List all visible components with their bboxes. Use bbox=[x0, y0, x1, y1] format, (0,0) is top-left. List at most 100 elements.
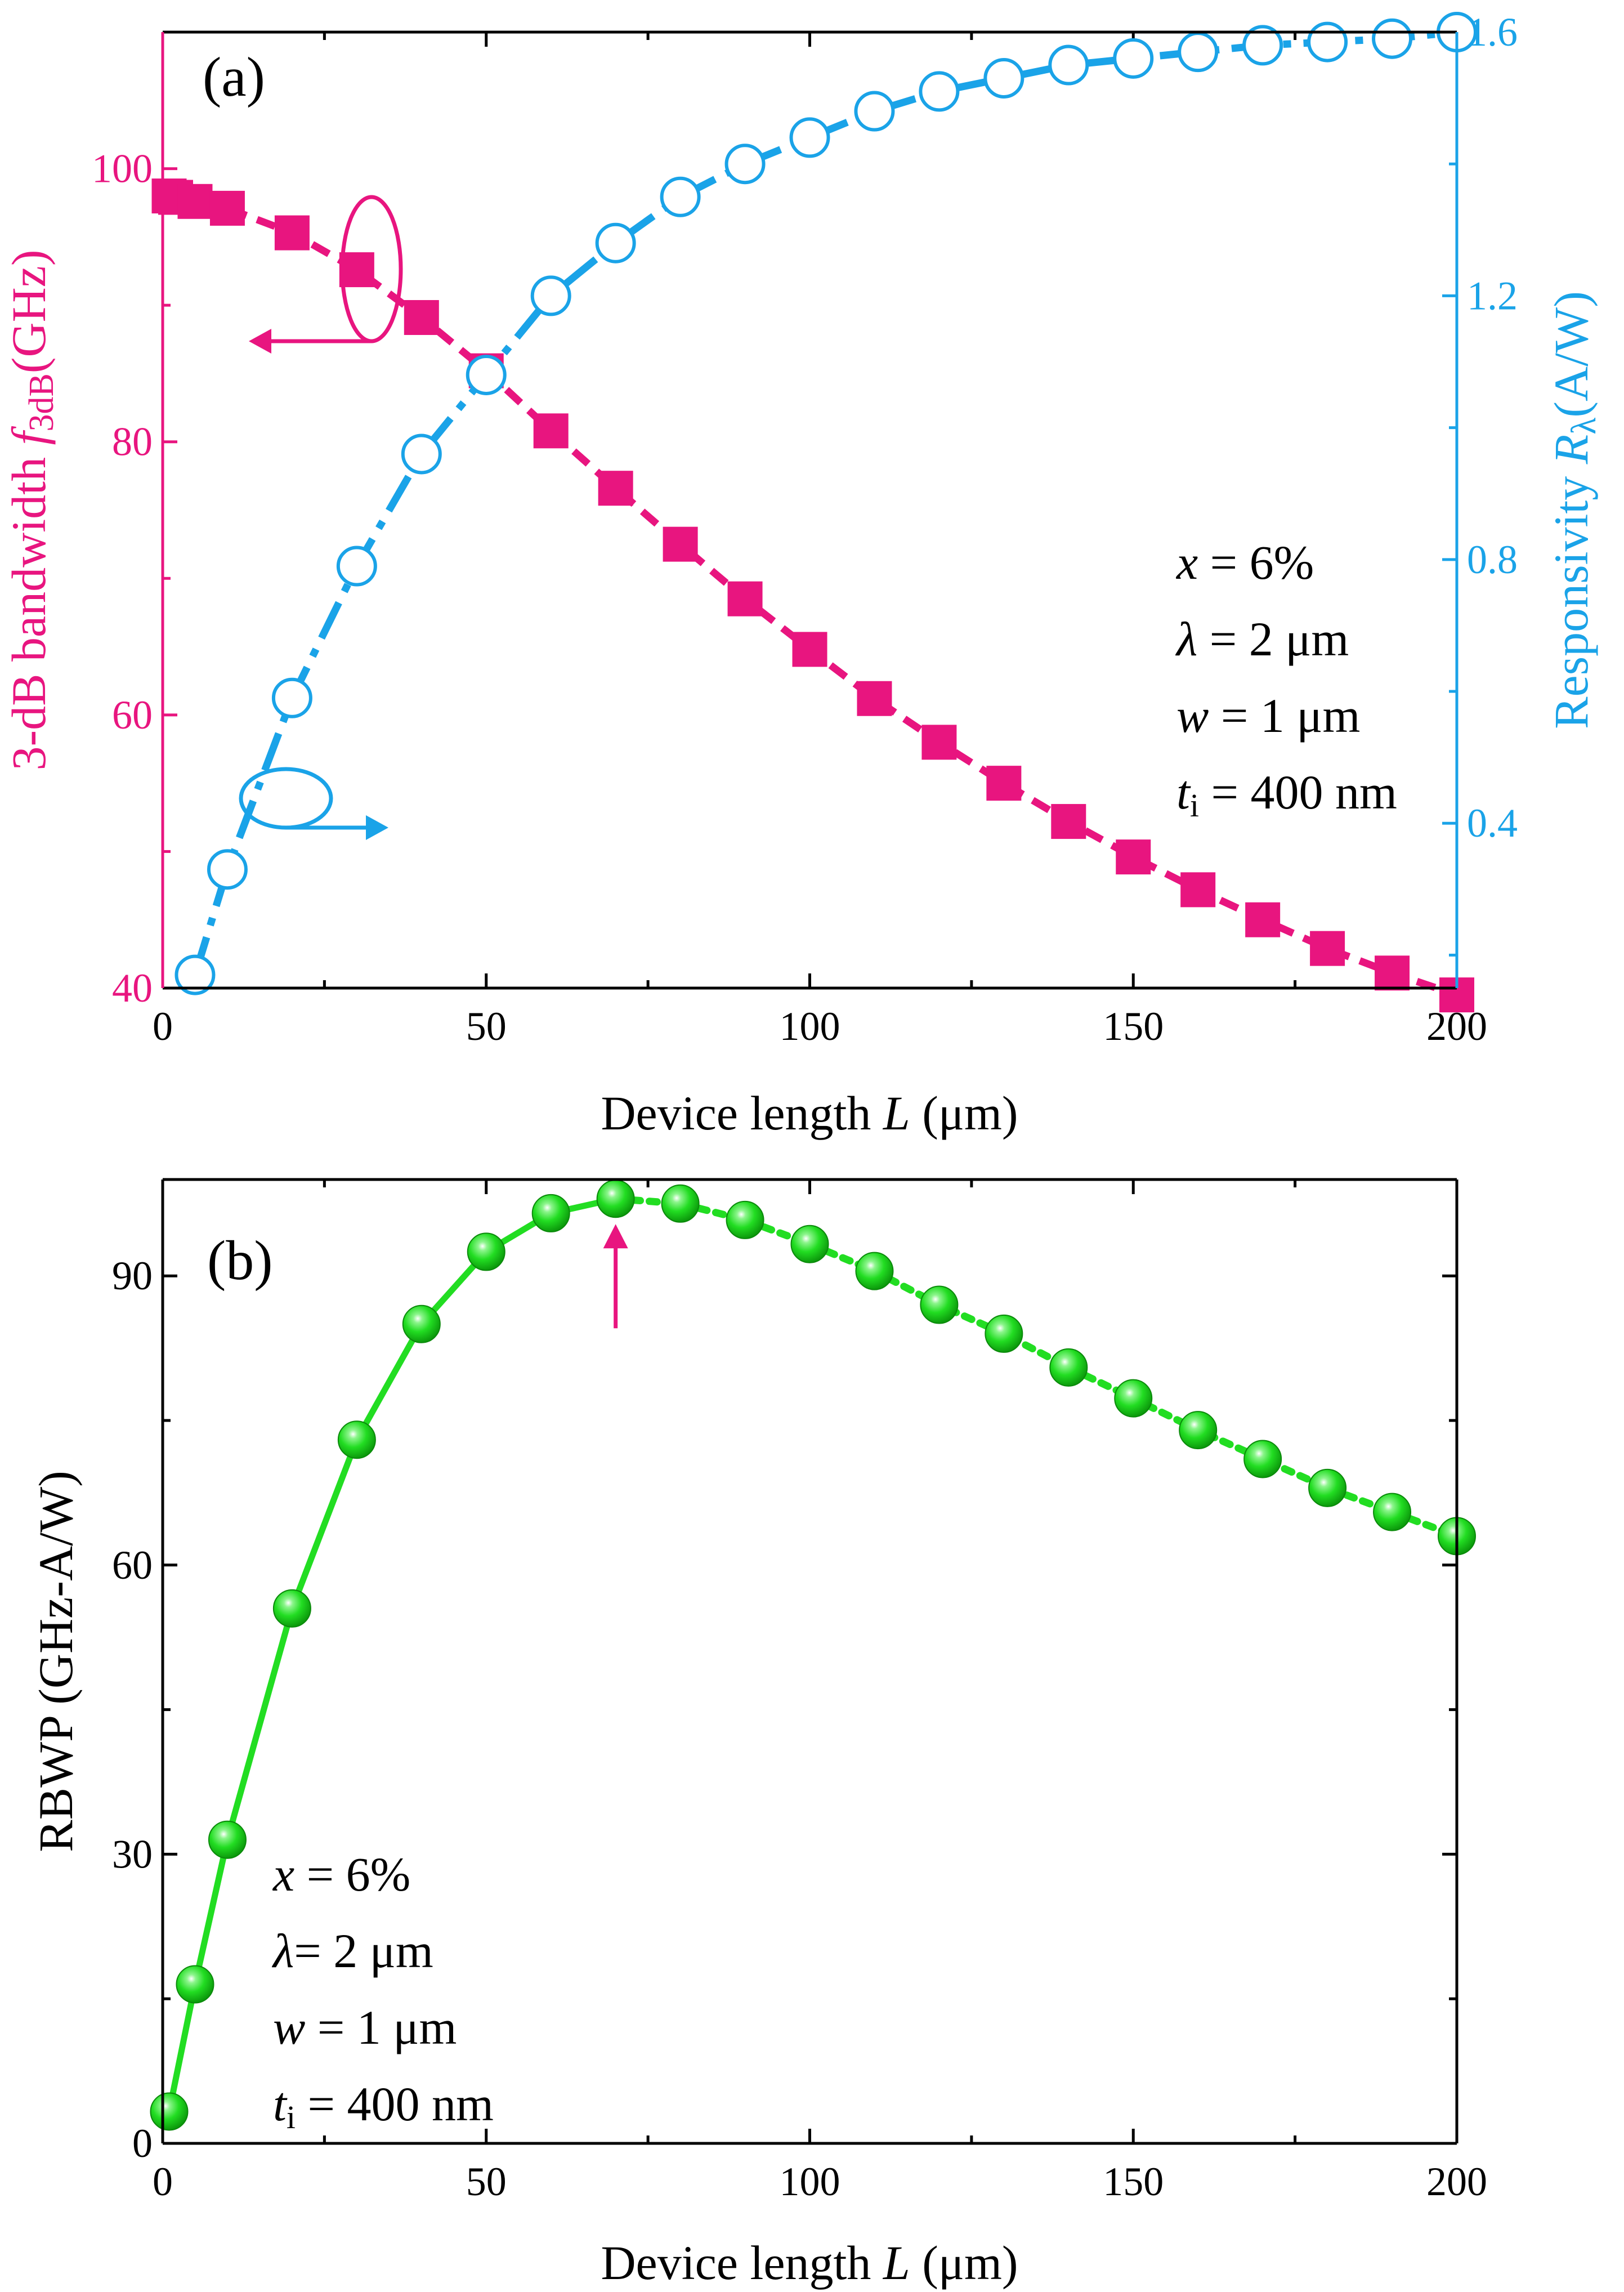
bandwidth-point bbox=[598, 471, 633, 506]
panel-a-ytick-left-label: 60 bbox=[112, 692, 153, 738]
rbwp-point bbox=[1373, 1493, 1412, 1531]
bandwidth-point bbox=[663, 526, 698, 562]
bandwidth-point bbox=[1245, 902, 1281, 937]
responsivity-point bbox=[1307, 21, 1348, 62]
responsivity-point bbox=[595, 222, 636, 263]
annot-a-t: ti = 400 nm bbox=[1176, 765, 1397, 824]
bandwidth-point bbox=[921, 725, 957, 760]
responsivity-point bbox=[983, 57, 1024, 99]
panel-a-ylabel-left: 3-dB bandwidth f3dB(GHz) bbox=[2, 249, 61, 770]
annot-b-t: ti = 400 nm bbox=[273, 2077, 494, 2135]
rbwp-point bbox=[596, 1179, 635, 1218]
rbwp-point bbox=[1114, 1379, 1153, 1418]
bandwidth-point bbox=[857, 681, 892, 716]
panel-a-xtick-label: 100 bbox=[780, 1004, 840, 1049]
rbwp-point bbox=[920, 1285, 959, 1324]
panel-a-ytick-left-label: 100 bbox=[92, 146, 153, 191]
rbwp-point bbox=[337, 1420, 376, 1459]
rbwp-point bbox=[661, 1184, 700, 1223]
panel-b-xtick-label: 150 bbox=[1103, 2159, 1164, 2204]
annot-b-w: w = 1 μm bbox=[273, 2000, 457, 2054]
panel-a-annotations: x = 6% λ = 2 μm w = 1 μm ti = 400 nm bbox=[1175, 535, 1397, 824]
responsivity-point bbox=[271, 677, 312, 718]
peak-arrow bbox=[603, 1224, 628, 1329]
bandwidth-point bbox=[1310, 931, 1345, 966]
responsivity-point bbox=[401, 434, 442, 475]
responsivity-point bbox=[919, 71, 960, 112]
bandwidth-point bbox=[533, 413, 569, 449]
rbwp-point bbox=[1308, 1468, 1347, 1507]
rbwp-point bbox=[1243, 1440, 1282, 1478]
responsivity-point bbox=[1048, 44, 1089, 86]
panel-b-ytick-label: 60 bbox=[112, 1543, 153, 1588]
panel-b: 0 50 100 150 200 0 30 60 90 (b) x = 6% λ= 2 μm w… bbox=[29, 1178, 1487, 2290]
panel-a-ylabel-right: Responsivity Rλ(A/W) bbox=[1544, 291, 1603, 729]
responsivity-point bbox=[336, 546, 377, 587]
panel-b-label: (b) bbox=[207, 1229, 273, 1292]
responsivity-point bbox=[724, 144, 766, 185]
responsivity-point bbox=[175, 954, 216, 995]
rbwp-point bbox=[208, 1820, 247, 1859]
bandwidth-point bbox=[986, 766, 1022, 801]
rbwp-point bbox=[1049, 1348, 1088, 1387]
panel-a-xtick-label: 0 bbox=[153, 1004, 173, 1049]
bandwidth-point bbox=[792, 632, 827, 667]
panel-b-ytick-label: 0 bbox=[132, 2121, 153, 2166]
panel-a-ytick-left-label: 80 bbox=[112, 419, 153, 464]
panel-a-lines bbox=[168, 28, 1459, 999]
rbwp-point bbox=[467, 1232, 505, 1271]
rbwp-point bbox=[402, 1304, 441, 1343]
bandwidth-point bbox=[177, 184, 213, 219]
responsivity-point bbox=[1242, 25, 1283, 66]
annot-b-lambda: λ= 2 μm bbox=[271, 1924, 433, 1978]
annot-a-lambda: λ = 2 μm bbox=[1175, 612, 1349, 666]
panel-a-ytick-right-label: 0.4 bbox=[1467, 801, 1518, 846]
rbwp-point bbox=[790, 1225, 829, 1263]
panel-a-ytick-left-label: 40 bbox=[112, 966, 153, 1011]
responsivity-line bbox=[191, 28, 1457, 976]
bandwidth-line bbox=[168, 192, 1459, 999]
responsivity-point bbox=[530, 275, 571, 316]
responsivity-point bbox=[1372, 18, 1413, 59]
bandwidth-point bbox=[1375, 955, 1410, 991]
panel-b-xtick-label: 200 bbox=[1426, 2159, 1487, 2204]
panel-a-ytick-right-label: 1.2 bbox=[1467, 273, 1518, 318]
bandwidth-point bbox=[404, 300, 439, 335]
bandwidth-point bbox=[727, 581, 763, 616]
panel-a-markers bbox=[151, 12, 1477, 1013]
bandwidth-point bbox=[274, 215, 310, 251]
peak-arrow-head bbox=[603, 1224, 628, 1249]
responsivity-axis-indicator bbox=[239, 767, 388, 840]
rbwp-point bbox=[985, 1314, 1023, 1353]
panel-a-xtick-label: 50 bbox=[466, 1004, 507, 1049]
panel-b-markers bbox=[150, 1179, 1476, 2131]
panel-b-ylabel: RBWP (GHz-A/W) bbox=[29, 1471, 83, 1852]
responsivity-point bbox=[660, 176, 701, 217]
panel-b-xtick-label: 50 bbox=[466, 2159, 507, 2204]
rbwp-point bbox=[272, 1589, 311, 1628]
rbwp-point bbox=[176, 1965, 214, 2004]
panel-b-ytick-label: 30 bbox=[112, 1831, 153, 1877]
rbwp-point bbox=[531, 1194, 570, 1232]
panel-a-xtick-label: 150 bbox=[1103, 1004, 1164, 1049]
rbwp-point bbox=[855, 1252, 894, 1290]
panel-b-xtick-label: 0 bbox=[153, 2159, 173, 2204]
bandwidth-point bbox=[209, 190, 245, 226]
panel-b-xlabel: Device length L (μm) bbox=[601, 2236, 1018, 2290]
responsivity-point bbox=[1113, 38, 1154, 79]
responsivity-point bbox=[466, 354, 507, 395]
bandwidth-point bbox=[1051, 804, 1086, 839]
responsivity-point bbox=[854, 91, 895, 132]
panel-a-label: (a) bbox=[203, 46, 265, 108]
bandwidth-axis-indicator bbox=[249, 195, 403, 354]
bandwidth-point bbox=[1116, 839, 1151, 875]
annot-b-x: x = 6% bbox=[272, 1847, 410, 1901]
bandwidth-point bbox=[339, 252, 374, 288]
annot-a-w: w = 1 μm bbox=[1176, 689, 1360, 743]
panel-a-xlabel: Device length L (μm) bbox=[601, 1086, 1018, 1140]
responsivity-point bbox=[1178, 32, 1219, 73]
responsivity-point bbox=[789, 117, 830, 158]
